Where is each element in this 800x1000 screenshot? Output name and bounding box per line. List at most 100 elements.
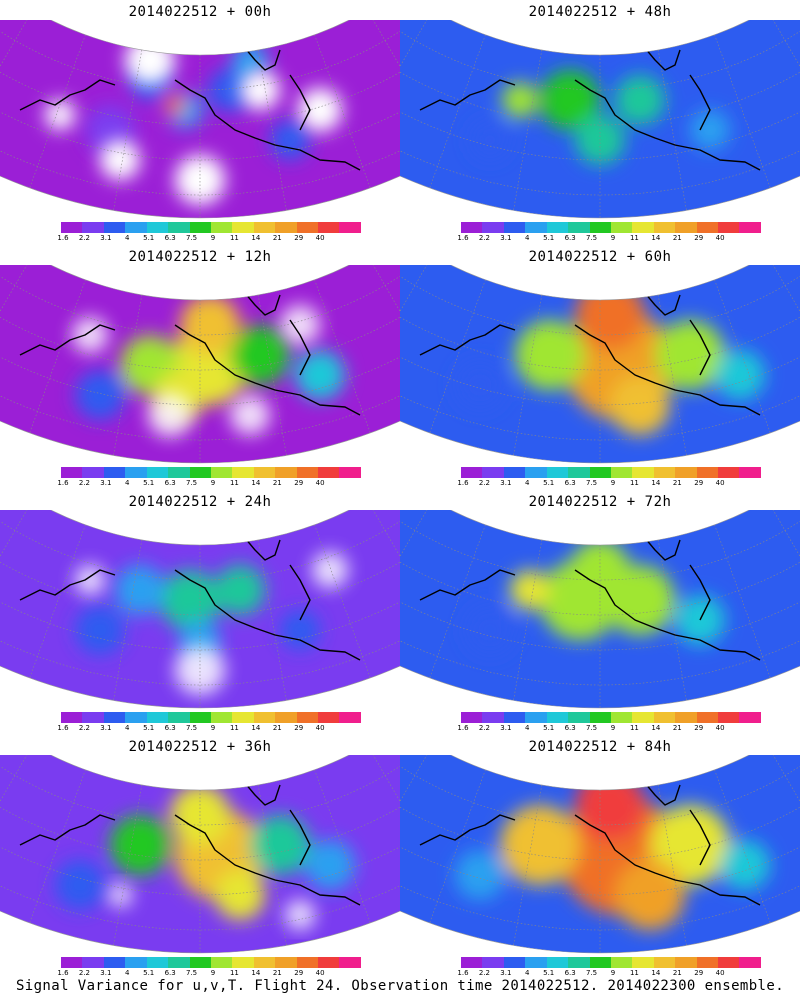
colorbar-segment <box>253 222 276 233</box>
colorbar-segment <box>503 467 526 478</box>
colorbar-tick-label: 21 <box>672 969 682 977</box>
colorbar-tick-label: 6.3 <box>164 969 176 977</box>
colorbar-tick-label: 5.1 <box>543 234 555 242</box>
colorbar-tick-label: 9 <box>210 724 216 732</box>
colorbar-segment <box>275 467 297 478</box>
colorbar-segment <box>696 467 719 478</box>
colorbar-tick-label: 7.5 <box>185 479 198 487</box>
colorbar-segment <box>610 222 633 233</box>
colorbar-segment <box>275 222 297 233</box>
colorbar-segment <box>103 957 126 968</box>
colorbar-segment <box>339 712 361 723</box>
colorbar-tick-label: 6.3 <box>164 724 176 732</box>
colorbar-segment <box>189 467 211 478</box>
colorbar-segment <box>461 467 483 478</box>
colorbar-segment <box>718 957 740 968</box>
signal-variance-map <box>0 755 400 954</box>
colorbar-segment <box>675 222 697 233</box>
colorbar-segment <box>232 467 254 478</box>
colorbar-segment <box>296 712 319 723</box>
colorbar-tick-label: 14 <box>251 969 261 977</box>
colorbar-segment <box>232 957 254 968</box>
colorbar-segment <box>718 712 740 723</box>
colorbar-segment <box>546 467 569 478</box>
colorbar-segment <box>275 712 297 723</box>
colorbar-segment <box>568 467 590 478</box>
colorbar-tick-label: 9 <box>210 479 216 487</box>
colorbar-tick-label: 2.2 <box>78 724 90 732</box>
colorbar-tick-label: 14 <box>251 234 261 242</box>
colorbar-segment <box>739 222 761 233</box>
colorbar-tick-label: 7.5 <box>185 724 198 732</box>
colorbar <box>461 222 761 233</box>
colorbar-tick-label: 6.3 <box>564 969 576 977</box>
colorbar-segment <box>318 712 340 723</box>
colorbar-segment <box>210 712 233 723</box>
colorbar-labels: 1.6 2.2 3.1 4 5.1 6.3 7.5 9 11 14 21 29 40 <box>57 724 361 734</box>
colorbar-tick-label: 4 <box>125 479 130 487</box>
colorbar-tick-label: 1.6 <box>57 479 69 487</box>
colorbar-tick-label: 1.6 <box>457 724 469 732</box>
colorbar-segment <box>482 957 504 968</box>
colorbar-tick-label: 6.3 <box>164 234 176 242</box>
colorbar-tick-label: 29 <box>294 479 304 487</box>
colorbar-tick-label: 40 <box>315 969 325 977</box>
colorbar-tick-label: 11 <box>629 724 639 732</box>
colorbar-segment <box>296 467 319 478</box>
colorbar-labels: 1.6 2.2 3.1 4 5.1 6.3 7.5 9 11 14 21 29 40 <box>457 724 761 734</box>
colorbar-segment <box>461 222 483 233</box>
colorbar-segment <box>168 222 190 233</box>
colorbar-tick-label: 2.2 <box>78 234 90 242</box>
colorbar-labels: 1.6 2.2 3.1 4 5.1 6.3 7.5 9 11 14 21 29 40 <box>57 234 361 244</box>
colorbar-tick-label: 11 <box>629 234 639 242</box>
colorbar-segment <box>461 957 483 968</box>
colorbar-tick-label: 2.2 <box>478 969 490 977</box>
colorbar-labels: 1.6 2.2 3.1 4 5.1 6.3 7.5 9 11 14 21 29 40 <box>457 479 761 489</box>
colorbar-tick-label: 4 <box>525 724 530 732</box>
colorbar <box>61 712 361 723</box>
panel-title: 2014022512 + 48h <box>528 4 672 20</box>
colorbar-tick-label: 3.1 <box>500 234 512 242</box>
colorbar-tick-label: 6.3 <box>564 724 576 732</box>
colorbar-tick-label: 7.5 <box>185 234 198 242</box>
signal-variance-map <box>400 265 800 464</box>
colorbar-segment <box>675 712 697 723</box>
colorbar-segment <box>525 222 547 233</box>
colorbar-segment <box>718 467 740 478</box>
colorbar-tick-label: 2.2 <box>78 479 90 487</box>
colorbar-segment <box>632 467 654 478</box>
colorbar-segment <box>103 467 126 478</box>
colorbar-tick-label: 3.1 <box>100 969 112 977</box>
colorbar-tick-label: 4 <box>125 234 130 242</box>
colorbar-segment <box>82 222 104 233</box>
colorbar-tick-label: 1.6 <box>57 234 69 242</box>
signal-variance-map <box>0 265 400 464</box>
colorbar-tick-label: 40 <box>715 969 725 977</box>
colorbar-tick-label: 5.1 <box>543 479 555 487</box>
colorbar-segment <box>210 467 233 478</box>
panel-title: 2014022512 + 12h <box>128 249 272 265</box>
colorbar-tick-label: 21 <box>672 724 682 732</box>
colorbar-segment <box>125 467 147 478</box>
colorbar-segment <box>339 467 361 478</box>
colorbar-tick-label: 5.1 <box>143 234 155 242</box>
colorbar-tick-label: 4 <box>125 969 130 977</box>
colorbar-tick-label: 21 <box>272 724 282 732</box>
colorbar-tick-label: 9 <box>210 969 216 977</box>
colorbar-segment <box>482 712 504 723</box>
colorbar-segment <box>61 467 83 478</box>
colorbar-tick-label: 1.6 <box>457 969 469 977</box>
colorbar-tick-label: 6.3 <box>564 479 576 487</box>
colorbar-tick-label: 29 <box>694 234 704 242</box>
colorbar-segment <box>632 957 654 968</box>
colorbar-tick-label: 11 <box>229 969 239 977</box>
colorbar-segment <box>125 957 147 968</box>
colorbar-tick-label: 9 <box>610 234 616 242</box>
colorbar-segment <box>675 957 697 968</box>
colorbar-tick-label: 1.6 <box>457 479 469 487</box>
colorbar-segment <box>546 712 569 723</box>
colorbar-tick-label: 2.2 <box>478 234 490 242</box>
colorbar-tick-label: 3.1 <box>100 234 112 242</box>
colorbar-segment <box>696 712 719 723</box>
colorbar-segment <box>61 712 83 723</box>
